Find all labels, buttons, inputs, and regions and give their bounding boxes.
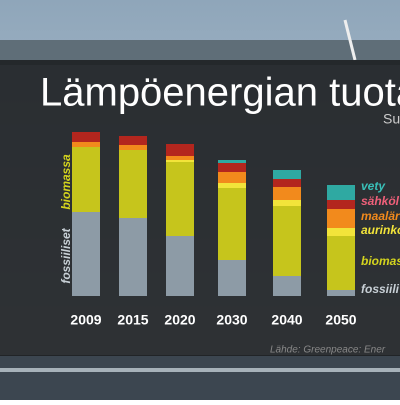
bar-segment [327,290,355,296]
bar-segment [119,136,147,145]
bar-segment [327,200,355,209]
bar-segment [273,179,301,187]
source: Lähde: Greenpeace: Ener [270,345,386,356]
bar-segment [273,187,301,200]
bar-segment [218,188,246,260]
bar-segment [119,145,147,150]
chart-subtitle: Su [383,111,400,127]
annotation: biomassa [59,154,73,210]
legend-label: aurinko [361,223,400,237]
bar-segment [218,163,246,172]
legend-label: fossiili [361,282,400,296]
bar-segment [218,183,246,188]
bar-segment [218,160,246,163]
bar-segment [327,228,355,236]
annotation: fossiiliset [59,227,73,283]
bar-segment [166,236,194,296]
bar-segment [273,276,301,296]
bar-segment [218,260,246,296]
bar-segment [119,218,147,296]
x-tick-label: 2040 [271,312,302,328]
x-tick-label: 2015 [117,312,148,328]
x-tick-label: 2020 [164,312,195,328]
bar-segment [72,142,100,147]
bar-segment [72,212,100,296]
legend-label: sähköl [361,194,400,208]
bar-segment [72,147,100,212]
chart-title: Lämpöenergian tuota [40,71,400,115]
bar-segment [327,185,355,200]
x-tick-label: 2050 [325,312,356,328]
bar-segment [273,206,301,276]
bar-segment [273,200,301,206]
ground-detail [0,368,400,372]
bar-segment [119,150,147,218]
bar-segment [273,170,301,179]
x-tick-label: 2009 [70,312,101,328]
crane [343,19,357,61]
ground [0,355,400,400]
legend-label: vety [361,179,386,193]
bar-segment [166,162,194,236]
bar-segment [327,209,355,228]
legend-label: biomas [361,254,400,268]
legend-label: maalär [361,209,400,223]
bar-segment [327,236,355,290]
bar-segment [166,144,194,156]
bar-segment [166,160,194,162]
x-tick-label: 2030 [216,312,247,328]
bar-segment [218,172,246,183]
bar-segment [166,156,194,160]
bar-segment [72,132,100,142]
